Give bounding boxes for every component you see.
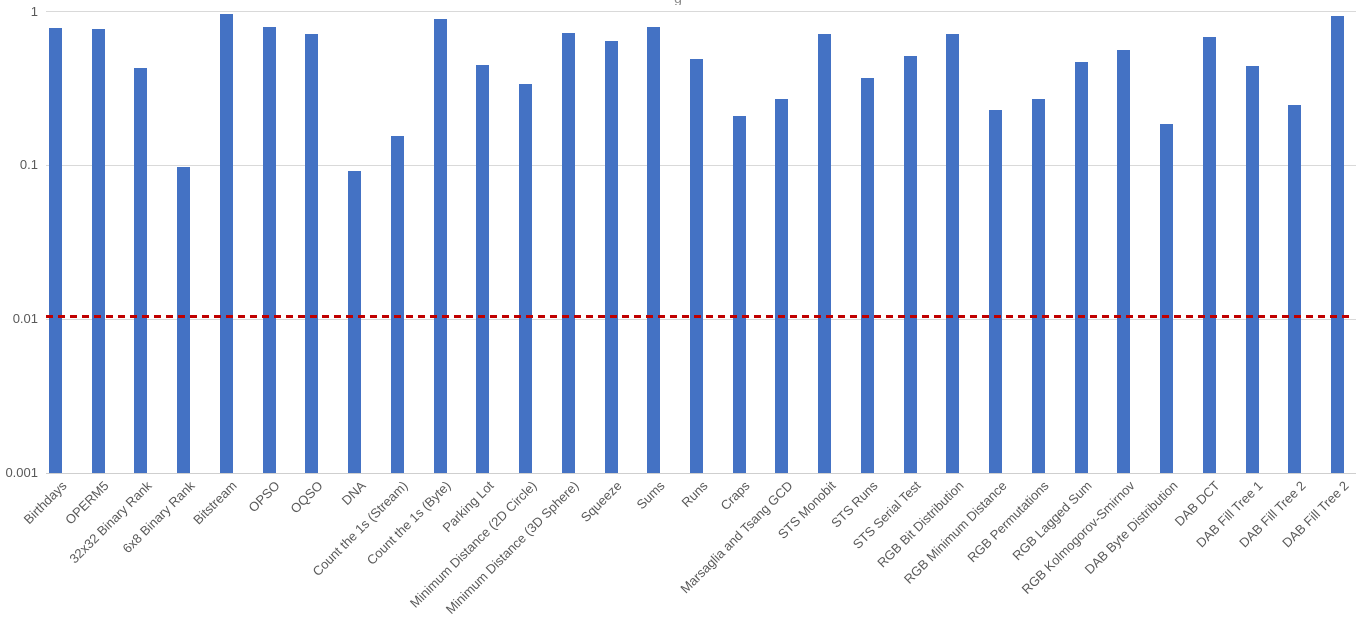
threshold-line bbox=[46, 315, 1350, 319]
bar-sts-runs bbox=[860, 77, 874, 473]
bar-dab-byte-distribution bbox=[1160, 124, 1174, 473]
bar-craps bbox=[732, 115, 746, 473]
bar-bitstream bbox=[219, 13, 233, 473]
bar-oqso bbox=[305, 34, 319, 473]
bar-dab-fill-tree-2 bbox=[1288, 105, 1302, 473]
bar-runs bbox=[690, 59, 703, 473]
bar-rgb-bit-distribution bbox=[946, 34, 960, 473]
bar-6x8-binary-rank bbox=[177, 166, 191, 473]
bar-sts-monobit bbox=[818, 34, 832, 473]
bar-squeeze bbox=[604, 41, 618, 473]
bar-count-the-1s-stream- bbox=[390, 136, 404, 473]
bar-minimum-distance-3d-sphere- bbox=[561, 33, 575, 473]
bar-operm5 bbox=[91, 28, 105, 473]
bar-marsaglia-and-tsang-gcd bbox=[775, 98, 789, 473]
bar-opso bbox=[262, 27, 276, 473]
bar-minimum-distance-2d-circle- bbox=[519, 83, 533, 473]
bar-parking-lot bbox=[476, 64, 490, 473]
bar-sts-serial-test bbox=[903, 56, 917, 473]
bar-rgb-lagged-sum bbox=[1074, 61, 1088, 473]
bar-sums bbox=[647, 27, 661, 473]
bar-dab-fill-tree-1 bbox=[1245, 66, 1259, 473]
y-tick-label: 0.1 bbox=[19, 157, 38, 173]
bar-count-the-1s-byte- bbox=[433, 19, 447, 473]
clipped-chart-title: g bbox=[658, 0, 698, 5]
gridline bbox=[46, 11, 1356, 12]
bar-dna bbox=[348, 170, 362, 473]
bar-birthdays bbox=[49, 28, 62, 473]
x-axis-line bbox=[46, 472, 1356, 474]
bar-rgb-kolmogorov-smirnov bbox=[1117, 50, 1131, 473]
y-tick-label: 0.001 bbox=[5, 465, 38, 480]
y-tick-label: 1 bbox=[30, 3, 38, 19]
y-tick-label: 0.01 bbox=[12, 311, 38, 327]
clipped-chart-title-text: g bbox=[658, 0, 698, 5]
bar-dab-fill-tree-2 bbox=[1331, 15, 1344, 473]
bar-32x32-binary-rank bbox=[134, 67, 148, 473]
bar-rgb-permutations bbox=[1031, 98, 1045, 473]
bar-dab-dct bbox=[1202, 37, 1216, 473]
bar-rgb-minimum-distance bbox=[989, 109, 1003, 473]
